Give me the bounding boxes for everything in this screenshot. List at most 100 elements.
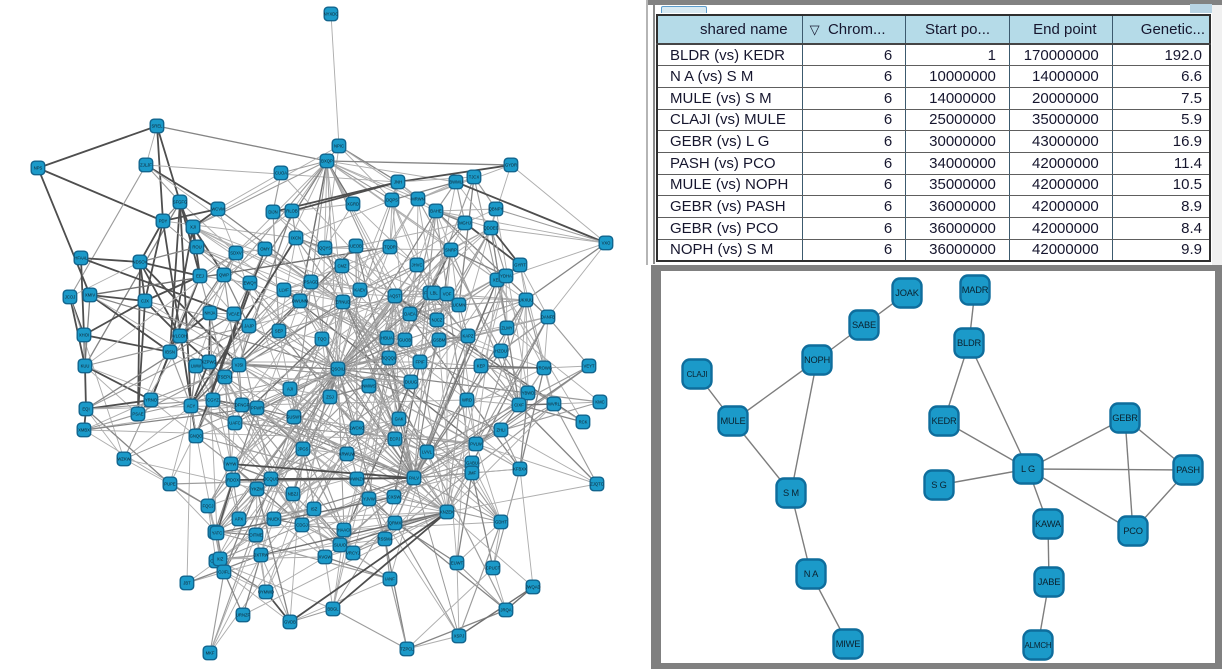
svg-text:UAFC: UAFC — [229, 421, 240, 426]
svg-text:JPGS: JPGS — [298, 447, 309, 452]
svg-text:MKF: MKF — [206, 651, 215, 656]
svg-text:JMF: JMF — [468, 471, 477, 476]
svg-text:ECPJ: ECPJ — [390, 437, 401, 442]
svg-text:XJI: XJI — [190, 225, 196, 230]
svg-text:CXSW: CXSW — [388, 495, 401, 500]
svg-text:S G: S G — [931, 480, 946, 490]
svg-text:VEAE: VEAE — [228, 312, 239, 317]
svg-text:OJIFL: OJIFL — [218, 570, 230, 575]
svg-text:MADR: MADR — [962, 285, 989, 295]
svg-text:KMC: KMC — [595, 400, 604, 405]
svg-text:EQI: EQI — [82, 407, 89, 412]
svg-text:QQYS: QQYS — [319, 246, 331, 251]
svg-text:BWMU: BWMU — [449, 180, 462, 185]
svg-text:EUWT: EUWT — [451, 561, 464, 566]
svg-text:BXQP: BXQP — [321, 159, 333, 164]
svg-text:RSSMA: RSSMA — [378, 537, 393, 542]
svg-text:JOAK: JOAK — [895, 288, 919, 298]
svg-text:CDGJ: CDGJ — [296, 523, 307, 528]
svg-text:KFBXX: KFBXX — [513, 467, 527, 472]
svg-text:OCQUO: OCQUO — [263, 477, 280, 482]
svg-text:GDHT: GDHT — [495, 520, 507, 525]
svg-text:MGHJ: MGHJ — [459, 221, 471, 226]
svg-text:N A: N A — [804, 569, 819, 579]
svg-text:OMY: OMY — [260, 247, 270, 252]
svg-text:FQCJ: FQCJ — [203, 504, 214, 509]
svg-text:PSAE: PSAE — [132, 412, 143, 417]
svg-text:LVVL: LVVL — [422, 450, 433, 455]
svg-text:S M: S M — [783, 488, 799, 498]
svg-text:XZPWG: XZPWG — [201, 360, 216, 365]
svg-text:TJCX: TJCX — [469, 175, 480, 180]
svg-text:AJI: AJI — [287, 387, 293, 392]
svg-text:DANFB: DANFB — [541, 315, 555, 320]
svg-text:IBSN: IBSN — [165, 350, 175, 355]
svg-text:DQPS: DQPS — [386, 198, 398, 203]
svg-text:NJCZ: NJCZ — [432, 318, 443, 323]
svg-text:NHJA: NHJA — [205, 311, 216, 316]
svg-text:SABE: SABE — [852, 320, 876, 330]
svg-text:GEBR: GEBR — [1112, 413, 1138, 423]
svg-text:VOF: VOF — [443, 292, 452, 297]
svg-text:MULE: MULE — [720, 416, 745, 426]
svg-text:L G: L G — [1021, 464, 1035, 474]
svg-text:JNH: JNH — [394, 180, 402, 185]
svg-text:NOPH: NOPH — [804, 355, 830, 365]
svg-text:ROU: ROU — [192, 245, 201, 250]
svg-text:NPS: NPS — [34, 166, 43, 171]
svg-text:PASH: PASH — [1176, 465, 1200, 475]
svg-text:NMWS: NMWS — [362, 384, 375, 389]
svg-text:CMZ: CMZ — [337, 264, 347, 269]
svg-text:LLVF: LLVF — [279, 288, 289, 293]
svg-text:PVLW: PVLW — [470, 442, 482, 447]
svg-text:GVDB: GVDB — [284, 620, 296, 625]
svg-text:DXTRW: DXTRW — [253, 553, 268, 558]
svg-text:BAHE: BAHE — [430, 209, 442, 214]
svg-text:KEP: KEP — [477, 364, 486, 369]
svg-text:VRCYJ: VRCYJ — [346, 551, 360, 556]
svg-text:GSBM: GSBM — [433, 338, 446, 343]
svg-text:VEYT: VEYT — [584, 364, 595, 369]
svg-text:ARWUW: ARWUW — [339, 452, 356, 457]
svg-text:ISZ: ISZ — [311, 507, 318, 512]
svg-text:ERNUD: ERNUD — [336, 300, 351, 305]
svg-text:NDSOV: NDSOV — [133, 260, 148, 265]
svg-text:RLOB: RLOB — [286, 209, 298, 214]
svg-text:PFWR: PFWR — [251, 406, 263, 411]
svg-text:XGRD: XGRD — [347, 202, 359, 207]
svg-text:XSPJ: XSPJ — [454, 634, 464, 639]
svg-text:ZHLI: ZHLI — [496, 428, 505, 433]
svg-text:YRNO: YRNO — [145, 398, 158, 403]
svg-text:HZOU: HZOU — [495, 349, 507, 354]
svg-text:CPUCT: CPUCT — [486, 566, 501, 571]
svg-text:IXCN: IXCN — [291, 236, 301, 241]
svg-text:JAJP: JAJP — [244, 324, 254, 329]
svg-text:SUUO: SUUO — [334, 543, 347, 548]
svg-text:HAACI: HAACI — [338, 528, 351, 533]
svg-text:UYMWD: UYMWD — [258, 590, 274, 595]
svg-text:UCMN: UCMN — [453, 303, 466, 308]
svg-text:ALMCH: ALMCH — [1024, 641, 1051, 650]
svg-text:VJSI: VJSI — [235, 363, 244, 368]
svg-text:QWP: QWP — [219, 273, 229, 278]
svg-text:GYDR: GYDR — [505, 163, 517, 168]
svg-text:QBNPY: QBNPY — [489, 207, 504, 212]
svg-text:ZJLJF: ZJLJF — [140, 163, 152, 168]
svg-text:TQO: TQO — [317, 337, 327, 342]
svg-text:YJVW: YJVW — [363, 497, 375, 502]
svg-text:DWUNM: DWUNM — [292, 299, 309, 304]
svg-text:YKZM: YKZM — [251, 487, 263, 492]
svg-text:GABU: GABU — [466, 461, 478, 466]
svg-text:EWQY: EWQY — [244, 281, 257, 286]
svg-text:TZPCL: TZPCL — [400, 647, 414, 652]
svg-text:QSOIU: QSOIU — [331, 367, 345, 372]
svg-text:LWW: LWW — [191, 364, 201, 369]
svg-text:NYXDC: NYXDC — [324, 12, 339, 17]
svg-text:MRWN: MRWN — [411, 197, 424, 202]
svg-text:HBUA: HBUA — [381, 336, 393, 341]
svg-text:KAEV: KAEV — [354, 288, 365, 293]
svg-text:BBGL: BBGL — [327, 607, 339, 612]
svg-text:XVGW: XVGW — [319, 555, 332, 560]
svg-text:KAPZ: KAPZ — [463, 334, 474, 339]
svg-text:JABE: JABE — [1038, 577, 1060, 587]
